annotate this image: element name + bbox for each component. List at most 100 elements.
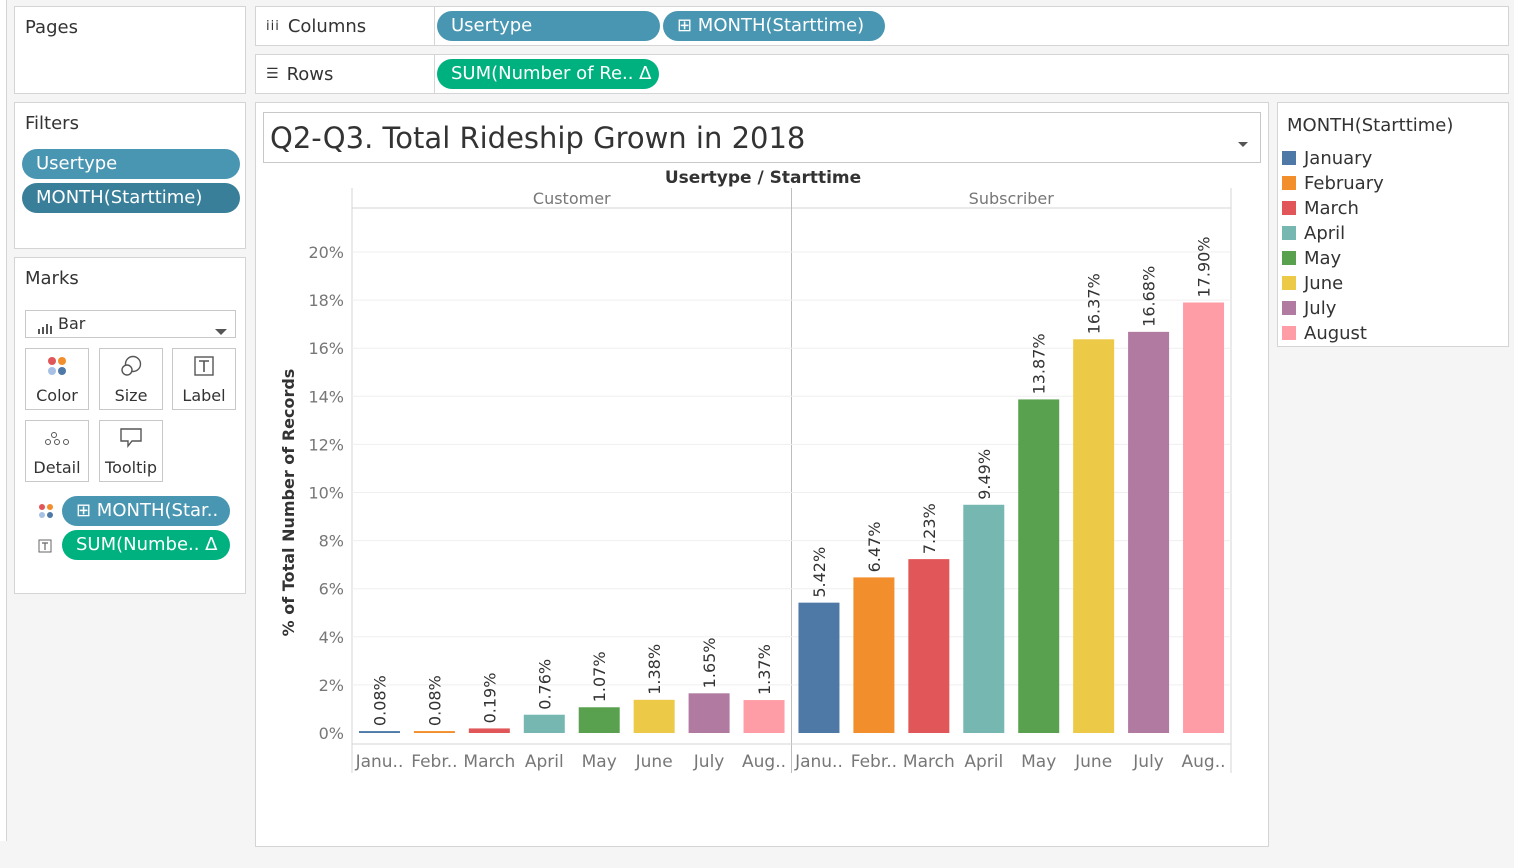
y-tick-label: 0%: [319, 724, 344, 743]
y-tick-label: 16%: [308, 339, 344, 358]
bar: [578, 707, 620, 733]
marks-size-label: Size: [114, 386, 148, 405]
marks-detail-button[interactable]: Detail: [25, 420, 89, 482]
title-menu-chevron-icon[interactable]: [1237, 134, 1249, 153]
bar: [1073, 339, 1115, 733]
x-tick-label: April: [525, 752, 564, 772]
filters-card[interactable]: Filters Usertype MONTH(Starttime): [14, 102, 246, 249]
y-tick-label: 12%: [308, 435, 344, 454]
legend-item-label: June: [1304, 273, 1344, 294]
columns-shelf[interactable]: iii Columns Usertype ⊞ MONTH(Starttime): [255, 6, 1509, 46]
legend-item[interactable]: May: [1282, 247, 1341, 271]
legend-item[interactable]: April: [1282, 222, 1345, 246]
y-axis-label: % of Total Number of Records: [279, 369, 298, 637]
mark-type-label: Bar: [58, 314, 86, 333]
x-tick-label: May: [1021, 752, 1056, 772]
legend-swatch: [1282, 176, 1296, 190]
marks-size-button[interactable]: Size: [99, 348, 163, 410]
bar: [413, 731, 455, 733]
data-label: 1.38%: [645, 644, 664, 695]
columns-shelf-label: iii Columns: [266, 15, 367, 37]
filter-pill-usertype[interactable]: Usertype: [22, 149, 240, 179]
bar: [853, 577, 895, 733]
legend-item[interactable]: June: [1282, 272, 1343, 296]
bar: [358, 731, 400, 733]
x-tick-label: July: [693, 752, 725, 772]
data-label: 0.19%: [480, 673, 499, 724]
legend-item-label: February: [1304, 173, 1384, 194]
bar: [743, 700, 785, 733]
bar: [468, 728, 510, 733]
marks-tooltip-button[interactable]: Tooltip: [99, 420, 163, 482]
rows-pill-sum-records[interactable]: SUM(Number of Re.. ∆: [437, 59, 659, 89]
legend-item[interactable]: February: [1282, 172, 1384, 196]
y-tick-label: 10%: [308, 484, 344, 503]
filters-title: Filters: [25, 113, 79, 134]
marks-field-sum[interactable]: SUM(Numbe.. ∆: [62, 530, 230, 560]
rows-shelf-label: ☰ Rows: [266, 63, 334, 85]
bar: [1128, 331, 1170, 733]
marks-card[interactable]: Marks Bar Color Size Label Detail Toolti…: [14, 257, 246, 594]
mark-type-dropdown[interactable]: Bar: [25, 310, 236, 338]
filter-pill-month[interactable]: MONTH(Starttime): [22, 183, 240, 213]
data-label: 0.76%: [535, 659, 554, 710]
bar: [908, 559, 950, 733]
label-text-icon: [38, 538, 52, 557]
bar: [963, 504, 1005, 733]
x-tick-label: Febr..: [851, 752, 897, 772]
marks-label-button[interactable]: Label: [172, 348, 236, 410]
data-label: 6.47%: [865, 522, 884, 573]
y-tick-label: 4%: [319, 628, 344, 647]
x-tick-label: March: [463, 752, 515, 772]
marks-color-button[interactable]: Color: [25, 348, 89, 410]
pages-title: Pages: [25, 17, 78, 38]
pane-header-subscriber: Subscriber: [969, 189, 1055, 208]
label-text-icon: [194, 356, 214, 380]
bar: [1018, 399, 1060, 733]
x-tick-label: July: [1132, 752, 1164, 772]
left-edge-strip: [0, 0, 7, 841]
legend-swatch: [1282, 301, 1296, 315]
marks-detail-label: Detail: [33, 458, 81, 477]
marks-field-month[interactable]: ⊞ MONTH(Star..: [62, 496, 230, 526]
bar-chart-icon: [38, 319, 52, 334]
chevron-down-icon: [215, 321, 227, 340]
legend-item[interactable]: January: [1282, 147, 1372, 171]
x-tick-label: June: [635, 752, 673, 772]
bar: [523, 714, 565, 733]
size-circles-icon: [120, 355, 142, 381]
legend-swatch: [1282, 226, 1296, 240]
x-tick-label: April: [964, 752, 1003, 772]
pages-card[interactable]: Pages: [14, 6, 246, 94]
legend-item-label: April: [1304, 223, 1346, 244]
worksheet-title-box[interactable]: Q2-Q3. Total Rideship Grown in 2018: [263, 112, 1261, 163]
columns-pill-month[interactable]: ⊞ MONTH(Starttime): [663, 11, 885, 41]
data-label: 5.42%: [810, 547, 829, 598]
data-label: 1.37%: [755, 644, 774, 695]
columns-pill-usertype[interactable]: Usertype: [437, 11, 660, 41]
shelf-separator: [434, 7, 435, 45]
x-tick-label: Janu..: [794, 752, 843, 772]
legend-item-label: August: [1304, 323, 1367, 344]
bar: [633, 699, 675, 733]
data-label: 1.07%: [590, 651, 609, 702]
rows-shelf[interactable]: ☰ Rows SUM(Number of Re.. ∆: [255, 54, 1509, 94]
color-dots-icon: [47, 356, 67, 380]
y-tick-label: 2%: [319, 676, 344, 695]
data-label: 0.08%: [370, 675, 389, 726]
legend-swatch: [1282, 201, 1296, 215]
legend-item-label: July: [1304, 298, 1337, 319]
data-label: 16.68%: [1140, 266, 1159, 327]
worksheet-area[interactable]: Q2-Q3. Total Rideship Grown in 2018 User…: [255, 102, 1269, 847]
color-dots-icon: [38, 503, 54, 523]
x-tick-label: Aug..: [742, 752, 786, 772]
y-tick-label: 20%: [308, 243, 344, 262]
x-tick-label: Janu..: [355, 752, 404, 772]
color-legend[interactable]: MONTH(Starttime) January February March Apr…: [1277, 102, 1509, 347]
marks-title: Marks: [25, 268, 79, 289]
columns-icon: iii: [266, 18, 280, 34]
legend-item[interactable]: July: [1282, 297, 1336, 321]
y-tick-label: 18%: [308, 291, 344, 310]
legend-item[interactable]: March: [1282, 197, 1359, 221]
legend-item[interactable]: August: [1282, 322, 1367, 346]
